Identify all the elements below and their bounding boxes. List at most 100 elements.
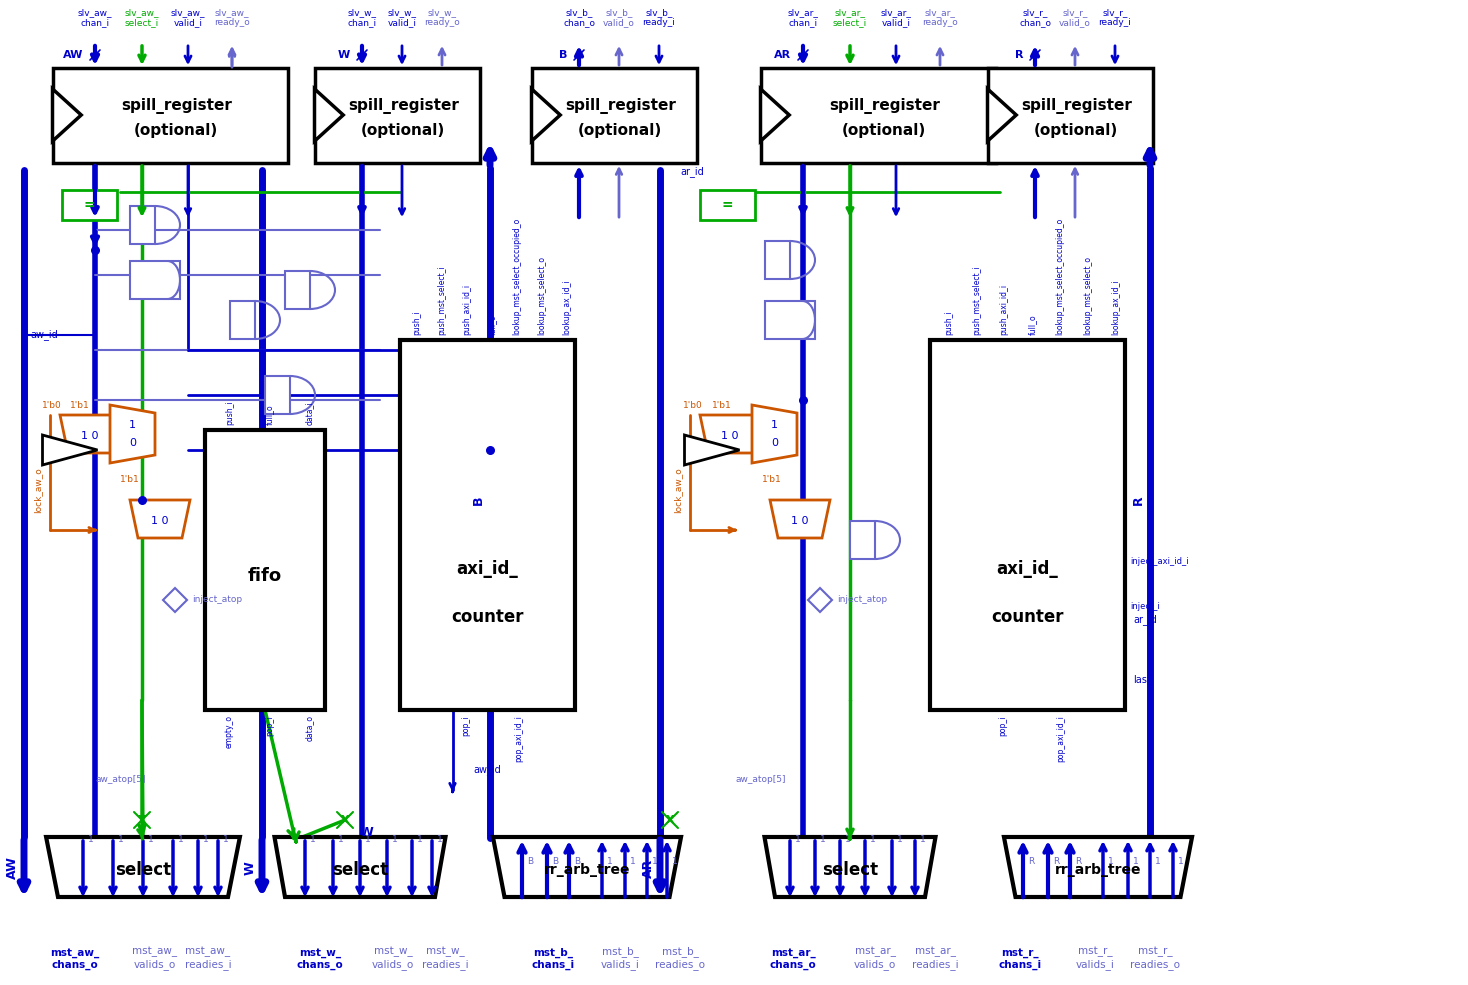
Polygon shape — [43, 435, 97, 465]
Text: mst_aw_
readies_i: mst_aw_ readies_i — [185, 948, 232, 970]
Text: 1: 1 — [771, 421, 778, 430]
Text: slv_w_
valid_i: slv_w_ valid_i — [388, 8, 417, 28]
Text: =: = — [84, 198, 95, 212]
Text: W: W — [360, 825, 373, 838]
Text: aw_atop[5]: aw_atop[5] — [95, 775, 145, 784]
Text: spill_register: spill_register — [120, 98, 232, 114]
Text: (optional): (optional) — [361, 123, 445, 139]
Bar — [760, 68, 995, 163]
Text: 1: 1 — [437, 835, 443, 844]
Text: axi_id_: axi_id_ — [457, 560, 518, 578]
Text: last: last — [1133, 675, 1151, 685]
Text: 1: 1 — [897, 835, 903, 844]
Polygon shape — [1004, 837, 1192, 897]
Text: slv_ar_
valid_i: slv_ar_ valid_i — [881, 8, 912, 28]
Text: spill_register: spill_register — [1020, 98, 1132, 114]
Text: slv_r_
chan_o: slv_r_ chan_o — [1019, 8, 1051, 28]
Text: slv_w_
ready_o: slv_w_ ready_o — [424, 8, 459, 28]
Text: slv_aw_
chan_i: slv_aw_ chan_i — [78, 8, 112, 28]
Text: inject_atop: inject_atop — [192, 596, 242, 605]
Text: select: select — [332, 861, 388, 879]
Text: X: X — [665, 815, 674, 825]
Text: select: select — [822, 861, 878, 879]
Bar — [206, 430, 324, 710]
Polygon shape — [493, 837, 681, 897]
Text: 1: 1 — [1108, 858, 1114, 867]
Text: mst_b_
chans_i: mst_b_ chans_i — [531, 948, 574, 970]
Text: slv_b_
ready_i: slv_b_ ready_i — [643, 8, 675, 28]
Polygon shape — [752, 405, 797, 463]
Text: 1: 1 — [672, 858, 678, 867]
Bar — [399, 340, 575, 710]
Text: slv_ar_
select_i: slv_ar_ select_i — [832, 8, 868, 28]
Polygon shape — [765, 837, 935, 897]
Text: 1: 1 — [223, 835, 229, 844]
Text: slv_aw_
valid_i: slv_aw_ valid_i — [170, 8, 206, 28]
Text: (optional): (optional) — [843, 123, 926, 139]
Text: slv_aw_
select_i: slv_aw_ select_i — [125, 8, 159, 28]
Polygon shape — [110, 405, 156, 463]
Text: mst_ar_
valids_o: mst_ar_ valids_o — [854, 948, 895, 970]
Text: pop_i: pop_i — [998, 715, 1007, 736]
Text: aw_atop[5]: aw_atop[5] — [735, 775, 785, 784]
Text: lookup_ax_id_i: lookup_ax_id_i — [1111, 280, 1120, 335]
Text: 0: 0 — [129, 437, 137, 448]
Text: push_mst_select_i: push_mst_select_i — [437, 265, 446, 335]
Text: 1: 1 — [1155, 858, 1161, 867]
Text: 1: 1 — [1133, 858, 1139, 867]
Text: lock_aw_o: lock_aw_o — [674, 467, 683, 513]
Bar — [131, 261, 181, 299]
Text: aw_id: aw_id — [474, 764, 502, 775]
Polygon shape — [163, 588, 186, 612]
Text: X: X — [138, 815, 147, 825]
Polygon shape — [60, 415, 120, 453]
Text: 1: 1 — [117, 835, 123, 844]
Bar — [931, 340, 1124, 710]
Text: mst_r_
chans_i: mst_r_ chans_i — [998, 949, 1042, 970]
Text: axi_id_: axi_id_ — [997, 560, 1058, 578]
Point — [131, 492, 154, 508]
Text: AW: AW — [6, 857, 19, 880]
Text: lookup_ax_id_i: lookup_ax_id_i — [562, 280, 571, 335]
Point — [479, 442, 502, 458]
Text: slv_ar_
ready_o: slv_ar_ ready_o — [922, 8, 959, 28]
Text: select: select — [115, 861, 172, 879]
Polygon shape — [988, 89, 1016, 141]
Text: spill_register: spill_register — [565, 98, 675, 114]
Bar — [266, 376, 291, 414]
Bar — [988, 68, 1152, 163]
Text: 1 0: 1 0 — [791, 516, 809, 526]
Polygon shape — [314, 89, 344, 141]
Text: R: R — [1053, 858, 1060, 867]
Text: 1: 1 — [920, 835, 926, 844]
Bar — [62, 190, 117, 220]
Text: push_i: push_i — [413, 310, 421, 335]
Bar — [700, 190, 755, 220]
Polygon shape — [760, 89, 790, 141]
Bar — [850, 521, 875, 559]
Bar — [131, 206, 156, 244]
Bar — [285, 271, 310, 309]
Text: push_i: push_i — [225, 400, 233, 425]
Text: (optional): (optional) — [578, 123, 662, 139]
Text: X: X — [341, 815, 349, 825]
Polygon shape — [807, 588, 832, 612]
Text: 1: 1 — [1177, 858, 1183, 867]
Polygon shape — [46, 837, 239, 897]
Text: 1: 1 — [88, 835, 94, 844]
Text: mst_w_
readies_i: mst_w_ readies_i — [421, 948, 468, 970]
Text: pop_i: pop_i — [266, 715, 275, 736]
Text: AW: AW — [63, 50, 84, 60]
Text: R: R — [1132, 495, 1145, 504]
Polygon shape — [131, 500, 189, 538]
Bar — [765, 241, 790, 279]
Text: mst_b_
readies_o: mst_b_ readies_o — [655, 947, 705, 970]
Bar — [53, 68, 288, 163]
Polygon shape — [275, 837, 445, 897]
Text: data_o: data_o — [305, 715, 314, 741]
Text: R: R — [1075, 858, 1082, 867]
Polygon shape — [771, 500, 829, 538]
Text: full_o: full_o — [1028, 314, 1036, 335]
Text: spill_register: spill_register — [829, 98, 940, 114]
Bar — [314, 68, 480, 163]
